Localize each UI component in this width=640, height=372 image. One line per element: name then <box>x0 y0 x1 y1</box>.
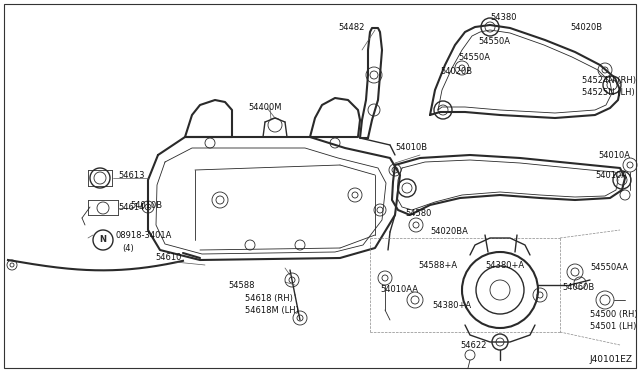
Text: 54482: 54482 <box>338 23 364 32</box>
Text: 54622: 54622 <box>460 340 486 350</box>
Text: 54613: 54613 <box>118 170 145 180</box>
Text: 54618 (RH): 54618 (RH) <box>245 294 293 302</box>
Text: 54010B: 54010B <box>130 201 162 209</box>
Text: 54501 (LH): 54501 (LH) <box>590 323 636 331</box>
Text: 54020B: 54020B <box>440 67 472 77</box>
Text: 54010A: 54010A <box>598 151 630 160</box>
Text: 54610: 54610 <box>155 253 181 263</box>
Text: 54380: 54380 <box>490 13 516 22</box>
Text: 54010AA: 54010AA <box>380 285 418 295</box>
Text: 54010B: 54010B <box>395 144 427 153</box>
Text: 54060B: 54060B <box>562 283 595 292</box>
Text: N: N <box>99 235 106 244</box>
Text: 54525N (LH): 54525N (LH) <box>582 87 635 96</box>
Text: (4): (4) <box>122 244 134 253</box>
Text: 54588+A: 54588+A <box>418 260 457 269</box>
Text: 08918-3401A: 08918-3401A <box>115 231 172 240</box>
Text: 54550A: 54550A <box>478 38 510 46</box>
Text: 54020B: 54020B <box>570 23 602 32</box>
Text: 54010A: 54010A <box>595 170 627 180</box>
Text: 54524N (RH): 54524N (RH) <box>582 76 636 84</box>
Text: 54618M (LH): 54618M (LH) <box>245 305 299 314</box>
Text: 54588: 54588 <box>228 280 255 289</box>
Text: 54550AA: 54550AA <box>590 263 628 273</box>
Text: 54400M: 54400M <box>248 103 282 112</box>
Text: 54500 (RH): 54500 (RH) <box>590 311 637 320</box>
Text: 54020BA: 54020BA <box>430 228 468 237</box>
Text: 54380+A: 54380+A <box>432 301 471 310</box>
Text: 54614: 54614 <box>118 203 145 212</box>
Text: J40101EZ: J40101EZ <box>589 355 632 364</box>
Text: 54580: 54580 <box>405 209 431 218</box>
Text: 54380+A: 54380+A <box>485 260 524 269</box>
Text: 54550A: 54550A <box>458 54 490 62</box>
